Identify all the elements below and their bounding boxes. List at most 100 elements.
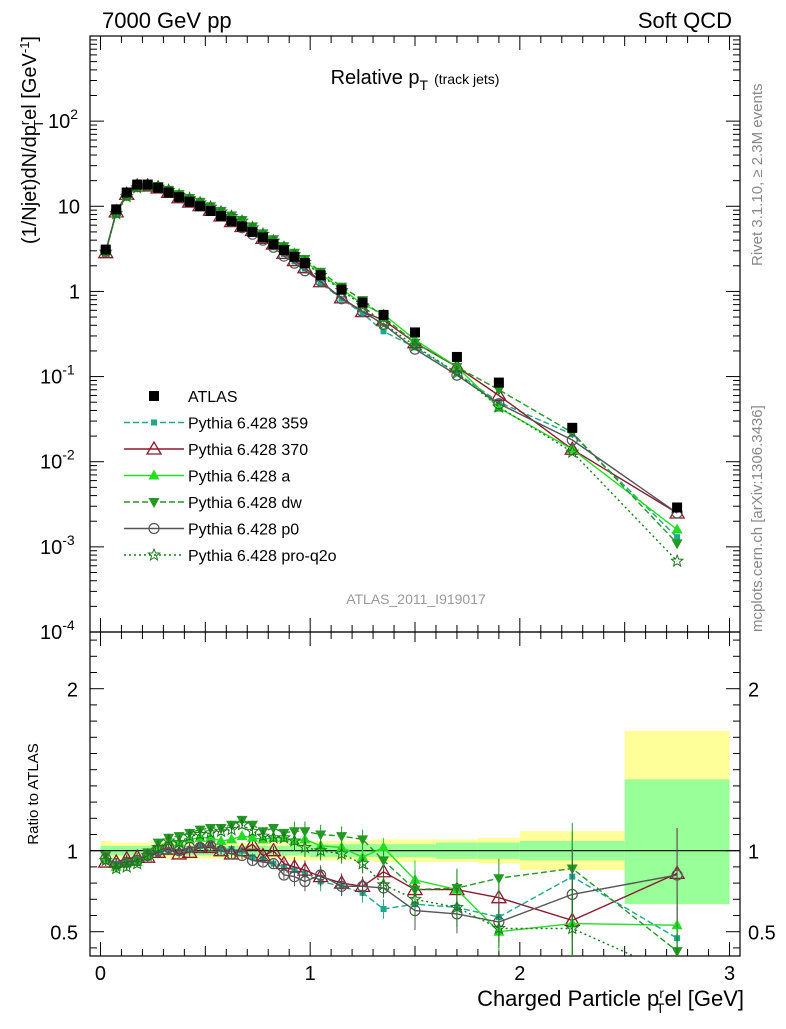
point-dw [671, 539, 683, 550]
ratio-y-tick-label-left: 1 [67, 842, 78, 864]
ratio-point-370 [265, 842, 282, 857]
ratio-point-pro-q2o [193, 827, 208, 841]
ratio-point-p0 [315, 869, 327, 881]
ratio-point-pro-q2o [297, 840, 312, 854]
legend-marker-359 [151, 419, 157, 426]
point-ATLAS [111, 204, 122, 215]
ratio-point-pro-q2o [213, 823, 229, 838]
point-359 [301, 265, 308, 272]
ratio-point-p0 [356, 880, 369, 892]
legend-label-359: Pythia 6.428 359 [188, 416, 308, 433]
ratio-point-pro-q2o [151, 840, 166, 854]
point-pro-q2o [449, 365, 464, 380]
ratio-point-p0 [215, 845, 227, 857]
y-tick-label-base: 10 [58, 196, 80, 218]
ratio-point-p0 [257, 856, 269, 868]
point-ATLAS [205, 206, 216, 217]
main-ylabel-unit-sup: -1 [17, 42, 32, 54]
ratio-point-pro-q2o [491, 921, 506, 935]
ratio-xlabel-sub: T [656, 1000, 665, 1016]
point-ATLAS [567, 422, 578, 433]
ratio-point-dw [299, 827, 311, 838]
ratio-point-pro-q2o [161, 833, 176, 847]
ratio-point-p0 [194, 841, 206, 854]
legend: ATLAS Pythia 6.428 359 Pythia 6.428 370 Pyt… [124, 389, 337, 565]
main-title-text: Relative p [331, 67, 420, 89]
y-tick-label-base: 10 [40, 452, 62, 474]
y-tick-label-exp: -3 [62, 532, 75, 548]
series-359 [102, 183, 681, 541]
ratio-point-dw [267, 824, 279, 835]
point-ATLAS [195, 201, 206, 212]
ratio-y-tick-label-right: 2 [748, 680, 759, 702]
ratio-point-p0 [246, 854, 259, 867]
legend-marker-dw [148, 498, 160, 508]
point-ATLAS [247, 226, 258, 237]
main-ylabel-tail: el [GeV [19, 52, 41, 119]
point-a [671, 523, 683, 534]
ratio-point-pro-q2o [256, 828, 270, 843]
main-title-sub: T [420, 77, 429, 93]
y-tick-label-base: 10 [40, 622, 62, 644]
point-ATLAS [226, 216, 237, 227]
legend-marker-370 [145, 440, 163, 455]
point-ATLAS [163, 187, 174, 198]
y-tick-label: 102 [48, 106, 78, 133]
ratio-x-tick-label: 3 [724, 963, 735, 985]
main-ylabel-sub: T [31, 120, 46, 128]
legend-label-ATLAS: ATLAS [188, 389, 238, 406]
y-tick-label-exp: -1 [62, 362, 75, 378]
ratio-point-pro-q2o [355, 856, 370, 870]
ratio-point-pro-q2o [449, 900, 464, 914]
ratio-point-370 [244, 835, 261, 850]
ratio-point-pro-q2o [224, 822, 239, 836]
ratio-xlabel-sup: r [659, 985, 664, 1001]
ratio-point-dw [357, 835, 369, 846]
ratio-point-p0 [236, 849, 248, 862]
ratio-point-pro-q2o [203, 825, 218, 839]
ratio-point-a [215, 834, 227, 845]
point-pro-q2o [408, 338, 422, 352]
ratio-xlabel: Charged Particle pr Tel [GeV] [477, 985, 744, 1016]
watermark: ATLAS_2011_I919017 [346, 591, 486, 607]
ratio-point-370 [275, 855, 293, 870]
ratio-point-pro-q2o [276, 830, 292, 844]
point-ATLAS [174, 192, 185, 203]
ratio-point-p0 [267, 858, 280, 870]
ratio-point-p0 [671, 869, 683, 881]
point-ATLAS [493, 377, 504, 388]
rivet-label: Rivet 3.1.10, ≥ 2.3M events [749, 84, 766, 267]
mcplots-label: mcplots.cern.ch [arXiv:1306.3436] [749, 405, 766, 632]
legend-marker-a [148, 469, 160, 480]
point-ATLAS [289, 251, 300, 262]
point-ATLAS [278, 245, 289, 256]
ratio-point-p0 [225, 848, 238, 860]
ratio-ylabel: Ratio to ATLAS [25, 743, 42, 844]
legend-marker-pro-q2o [147, 547, 161, 562]
legend-label-dw: Pythia 6.428 dw [188, 495, 302, 512]
point-ATLAS [132, 179, 143, 190]
main-ylabel-close: ] [19, 36, 41, 42]
ratio-xlabel-tail: el [GeV] [665, 986, 744, 1011]
ratio-x-tick-label: 2 [514, 963, 525, 985]
ratio-point-pro-q2o [408, 891, 422, 906]
point-ATLAS [257, 232, 268, 243]
ratio-point-pro-q2o [130, 856, 145, 870]
ratio-x-tick-label: 0 [95, 963, 106, 985]
ratio-point-pro-q2o [245, 823, 260, 838]
ratio-y-tick-label-left: 0.5 [50, 923, 78, 945]
point-ATLAS [672, 502, 683, 513]
point-ATLAS [142, 179, 153, 190]
y-tick-label-exp: -4 [62, 617, 75, 633]
ratio-point-dw [315, 830, 327, 841]
ratio-point-a [378, 841, 390, 852]
legend-marker-ATLAS [149, 391, 159, 401]
point-ATLAS [410, 327, 420, 338]
ratio-point-370 [170, 845, 188, 860]
ratio-point-p0 [204, 840, 217, 852]
point-ATLAS [378, 309, 389, 320]
point-ATLAS [121, 187, 132, 198]
ratio-point-pro-q2o [140, 848, 155, 862]
ratio-point-a [236, 830, 248, 841]
ratio-line-pro-q2o [105, 824, 636, 956]
